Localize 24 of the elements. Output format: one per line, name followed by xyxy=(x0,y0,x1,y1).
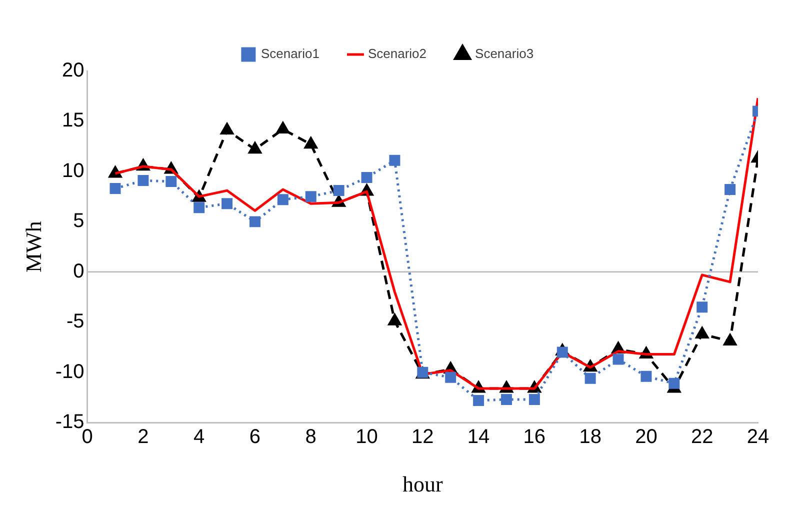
y-tick-label: 15 xyxy=(62,110,84,132)
y-tick-label: 20 xyxy=(62,60,84,82)
x-tick-label: 16 xyxy=(523,426,546,448)
x-tick-label: 24 xyxy=(746,426,770,448)
x-tick-label: 18 xyxy=(579,426,602,448)
legend-label: Scenario1 xyxy=(260,46,320,62)
y-tick-label: 5 xyxy=(73,210,84,232)
y-axis-title: MWh xyxy=(20,221,46,272)
y-tick-label: 10 xyxy=(62,160,84,182)
y-tick-label: -5 xyxy=(66,310,84,333)
legend-label: Scenario3 xyxy=(475,46,534,62)
x-tick-label: 14 xyxy=(467,426,490,448)
x-tick-label: 2 xyxy=(138,426,149,448)
x-tick-label: 8 xyxy=(305,426,316,448)
x-tick-label: 4 xyxy=(194,426,205,448)
x-tick-label: 22 xyxy=(690,426,714,448)
x-axis-title: hour xyxy=(402,472,444,497)
y-tick-label: -10 xyxy=(55,360,84,383)
y-tick-label: 0 xyxy=(73,260,84,282)
x-tick-label: 6 xyxy=(249,426,261,448)
x-tick-label: 20 xyxy=(635,426,658,448)
x-tick-label: 10 xyxy=(356,426,378,448)
legend-label: Scenario2 xyxy=(368,46,427,62)
x-tick-label: 12 xyxy=(412,426,434,448)
